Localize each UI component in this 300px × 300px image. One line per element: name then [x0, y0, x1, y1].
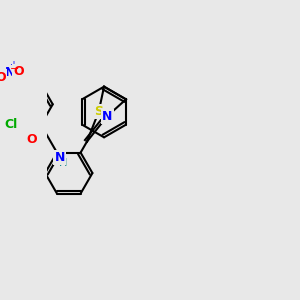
Text: S: S [94, 105, 103, 118]
Text: O: O [0, 71, 6, 84]
Text: N: N [55, 151, 65, 164]
Text: N: N [5, 66, 16, 79]
Text: Cl: Cl [4, 118, 17, 131]
Text: N: N [102, 110, 112, 123]
Text: +: + [9, 60, 17, 70]
Text: H: H [59, 158, 67, 168]
Text: O: O [14, 65, 24, 78]
Text: −: − [10, 64, 20, 74]
Text: O: O [27, 133, 37, 146]
